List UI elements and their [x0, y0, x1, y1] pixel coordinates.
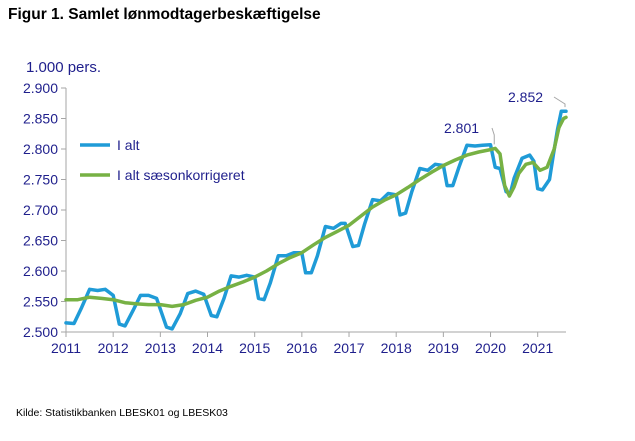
series-line-i-alt	[64, 109, 568, 331]
y-tick-label: 2.900	[23, 80, 58, 96]
y-tick-label: 2.700	[23, 202, 58, 218]
x-tick-label: 2013	[145, 340, 176, 356]
x-tick-label: 2021	[522, 340, 553, 356]
legend: I alt I alt sæsonkorrigeret	[80, 137, 245, 183]
y-tick-label: 2.550	[23, 294, 58, 310]
annotation-leader-line	[553, 96, 566, 108]
x-tick-label: 2015	[239, 340, 270, 356]
x-tick-label: 2017	[333, 340, 364, 356]
line-chart: 1.000 pers. 2.500 2.550 2.600 2.650 2.700 2.7…	[23, 59, 568, 356]
y-tick-label: 2.850	[23, 111, 58, 127]
y-tick-label: 2.650	[23, 233, 58, 249]
annotation-label: 2.852	[508, 89, 543, 105]
x-tick-label: 2016	[286, 340, 317, 356]
y-tick-label: 2.600	[23, 263, 58, 279]
legend-label-saesonkorrigeret: I alt sæsonkorrigeret	[117, 167, 245, 183]
x-tick-label: 2020	[475, 340, 506, 356]
y-tick-label: 2.500	[23, 324, 58, 340]
annotation-label: 2.801	[444, 120, 479, 136]
annotation-leader-line	[491, 127, 495, 145]
x-tick-label: 2011	[51, 340, 81, 356]
x-tick-label: 2018	[381, 340, 412, 356]
series-lines	[64, 109, 568, 331]
y-axis-ticks: 2.500 2.550 2.600 2.650 2.700 2.750 2.800 2.850…	[23, 80, 66, 340]
x-tick-label: 2019	[428, 340, 459, 356]
legend-label-i-alt: I alt	[117, 137, 140, 153]
source-note: Kilde: Statistikbanken LBESK01 og LBESK0…	[16, 407, 228, 419]
y-tick-label: 2.800	[23, 141, 58, 157]
x-tick-label: 2014	[192, 340, 223, 356]
y-axis-unit-label: 1.000 pers.	[26, 59, 101, 76]
x-tick-label: 2012	[98, 340, 129, 356]
y-tick-label: 2.750	[23, 172, 58, 188]
x-axis-ticks: 2011 2012 2013 2014 2015 2016 2017 2018 2019 2020…	[51, 332, 553, 356]
annotations: 2.852 2.801	[444, 89, 566, 145]
series-line-saesonkorrigeret	[64, 115, 568, 309]
figure-title: Figur 1. Samlet lønmodtagerbeskæftigelse	[8, 6, 321, 23]
